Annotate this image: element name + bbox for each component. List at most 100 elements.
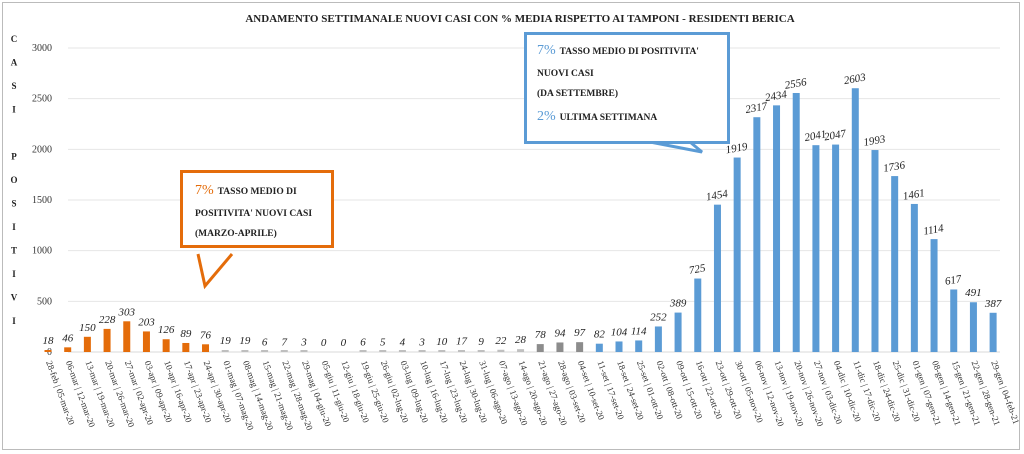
data-label: 2317 — [744, 100, 768, 116]
bar — [910, 203, 918, 352]
data-label: 2556 — [784, 76, 808, 92]
callout-spring: 7% TASSO MEDIO DI POSITIVITA' NUOVI CASI … — [180, 170, 334, 248]
bar — [202, 344, 210, 352]
data-label: 1736 — [882, 159, 906, 175]
callout-spring-line: TASSO MEDIO DI — [217, 187, 297, 197]
bar — [142, 331, 150, 352]
bar — [438, 350, 446, 352]
data-label: 9 — [478, 336, 484, 348]
bar — [221, 350, 229, 352]
bar — [64, 347, 72, 352]
bar — [280, 350, 288, 352]
bar — [457, 350, 465, 352]
y-tick-label: 2000 — [32, 144, 52, 155]
data-label: 203 — [138, 316, 155, 328]
bar — [359, 350, 367, 352]
y-axis-label-letter: I — [12, 316, 16, 326]
data-label: 89 — [180, 328, 192, 340]
bar — [418, 350, 426, 352]
bar — [812, 145, 820, 352]
callout-autumn-pct: 7% — [537, 43, 556, 58]
data-label: 126 — [158, 324, 175, 336]
data-label: 19 — [239, 335, 251, 347]
bar — [792, 92, 800, 352]
y-tick-label: 0 — [47, 347, 52, 358]
data-label: 1461 — [902, 187, 926, 203]
data-label: 2434 — [764, 88, 788, 104]
y-tick-label: 1000 — [32, 246, 52, 257]
data-label: 617 — [944, 273, 963, 288]
data-label: 18 — [43, 335, 55, 347]
data-label: 0 — [341, 337, 347, 349]
data-label: 387 — [984, 298, 1002, 310]
bar — [517, 349, 525, 352]
data-label: 2047 — [823, 128, 847, 144]
callout-autumn-line: (DA SETTEMBRE) — [537, 89, 619, 99]
bar — [103, 328, 111, 352]
bar — [123, 321, 131, 352]
data-label: 1114 — [922, 222, 945, 237]
y-tick-label: 1500 — [32, 195, 52, 206]
data-label: 252 — [650, 311, 667, 323]
bar — [379, 350, 387, 352]
data-label: 10 — [436, 336, 448, 348]
data-label: 17 — [456, 335, 468, 347]
y-axis-label-letter: S — [11, 81, 16, 91]
bar — [773, 105, 781, 352]
data-label: 2603 — [843, 71, 867, 87]
callout-spring-line: (MARZO-APRILE) — [195, 229, 277, 239]
y-axis-label-letter: V — [11, 293, 18, 303]
callout-spring-pct: 7% — [195, 183, 214, 198]
data-label: 0 — [321, 337, 327, 349]
y-axis-label-letter: A — [11, 58, 18, 68]
bar — [891, 176, 899, 352]
bar — [969, 302, 977, 352]
chart-title: ANDAMENTO SETTIMANALE NUOVI CASI CON % M… — [245, 13, 794, 25]
data-label: 303 — [118, 306, 136, 318]
callout-tail-blue — [649, 140, 703, 154]
bar — [989, 312, 997, 352]
y-axis-label-letter: P — [11, 152, 17, 162]
y-axis-label-letter: I — [12, 222, 16, 232]
callout-autumn-line: NUOVI CASI — [537, 69, 594, 79]
bar — [930, 239, 938, 352]
data-label: 7 — [282, 336, 288, 348]
y-axis-label-letter: S — [11, 199, 16, 209]
bar — [477, 350, 485, 352]
bar — [654, 326, 662, 352]
bar — [536, 344, 544, 352]
data-label: 114 — [631, 325, 647, 337]
bar — [615, 341, 623, 352]
bar — [635, 340, 643, 352]
data-label: 6 — [262, 336, 268, 348]
callout-tail-orange — [196, 253, 234, 290]
data-label: 5 — [380, 336, 386, 348]
callout-autumn-pct2: 2% — [537, 109, 556, 124]
bar — [261, 350, 269, 352]
data-label: 3 — [418, 337, 425, 349]
bar — [674, 312, 682, 352]
data-label: 94 — [554, 327, 566, 339]
data-label: 76 — [200, 329, 212, 341]
data-label: 1993 — [863, 133, 887, 149]
bar — [398, 350, 406, 352]
data-label: 82 — [594, 329, 606, 341]
callout-spring-line: POSITIVITA' NUOVI CASI — [195, 209, 313, 219]
bar — [300, 350, 308, 352]
bar — [576, 342, 584, 352]
data-label: 22 — [495, 335, 507, 347]
bar — [556, 342, 564, 352]
data-label: 2041 — [804, 128, 828, 144]
callout-autumn-line: ULTIMA SETTIMANA — [559, 113, 658, 123]
bar — [497, 349, 505, 352]
data-label: 97 — [574, 327, 586, 339]
bar — [182, 342, 190, 352]
bar — [162, 339, 170, 352]
callout-autumn-line: TASSO MEDIO DI POSITIVITA' — [559, 47, 699, 57]
data-label: 1919 — [725, 141, 749, 157]
data-label: 78 — [535, 329, 547, 341]
y-tick-label: 3000 — [32, 43, 52, 54]
data-label: 19 — [220, 335, 232, 347]
